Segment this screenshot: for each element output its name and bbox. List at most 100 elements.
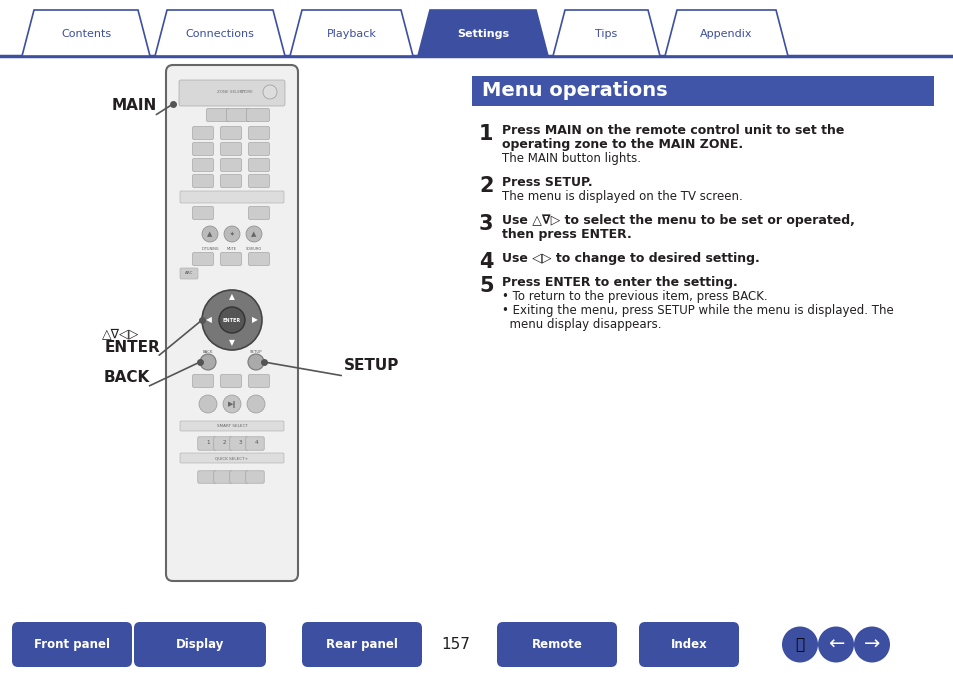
Text: Display: Display xyxy=(175,638,224,651)
FancyBboxPatch shape xyxy=(248,127,269,139)
Circle shape xyxy=(202,226,218,242)
FancyBboxPatch shape xyxy=(197,437,216,450)
FancyBboxPatch shape xyxy=(220,374,241,388)
FancyBboxPatch shape xyxy=(246,471,264,483)
Text: Press ENTER to enter the setting.: Press ENTER to enter the setting. xyxy=(501,276,737,289)
FancyBboxPatch shape xyxy=(220,143,241,155)
FancyBboxPatch shape xyxy=(213,437,232,450)
Polygon shape xyxy=(417,10,547,56)
FancyBboxPatch shape xyxy=(246,437,264,450)
FancyBboxPatch shape xyxy=(206,108,230,122)
FancyBboxPatch shape xyxy=(193,374,213,388)
Text: ZONE SELECT: ZONE SELECT xyxy=(216,90,245,94)
Text: ARC: ARC xyxy=(185,271,193,275)
Text: Press SETUP.: Press SETUP. xyxy=(501,176,592,189)
Text: 4: 4 xyxy=(478,252,493,272)
Text: The MAIN button lights.: The MAIN button lights. xyxy=(501,152,640,165)
Text: Use △∇▷ to select the menu to be set or operated,: Use △∇▷ to select the menu to be set or … xyxy=(501,214,854,227)
Text: SMART SELECT: SMART SELECT xyxy=(216,424,247,428)
Text: then press ENTER.: then press ENTER. xyxy=(501,228,631,241)
FancyBboxPatch shape xyxy=(193,174,213,188)
Text: 3: 3 xyxy=(238,441,241,446)
Circle shape xyxy=(248,354,264,370)
Text: MAIN: MAIN xyxy=(112,98,157,113)
Circle shape xyxy=(817,627,853,662)
Circle shape xyxy=(199,395,216,413)
Text: Front panel: Front panel xyxy=(34,638,110,651)
Circle shape xyxy=(219,307,245,333)
Text: menu display disappears.: menu display disappears. xyxy=(501,318,660,331)
FancyBboxPatch shape xyxy=(220,127,241,139)
Text: • Exiting the menu, press SETUP while the menu is displayed. The: • Exiting the menu, press SETUP while th… xyxy=(501,304,893,317)
Circle shape xyxy=(781,627,817,662)
Text: Connections: Connections xyxy=(186,29,254,39)
FancyBboxPatch shape xyxy=(193,159,213,172)
Text: Press MAIN on the remote control unit to set the: Press MAIN on the remote control unit to… xyxy=(501,124,843,137)
Text: 🏠: 🏠 xyxy=(795,637,803,652)
Text: 2: 2 xyxy=(222,441,226,446)
FancyBboxPatch shape xyxy=(180,421,284,431)
FancyBboxPatch shape xyxy=(179,80,285,106)
FancyBboxPatch shape xyxy=(220,174,241,188)
Text: ▼: ▼ xyxy=(229,339,234,347)
FancyBboxPatch shape xyxy=(226,108,250,122)
Polygon shape xyxy=(22,10,150,56)
FancyBboxPatch shape xyxy=(166,65,297,581)
Text: • To return to the previous item, press BACK.: • To return to the previous item, press … xyxy=(501,290,767,303)
Text: MUTE: MUTE xyxy=(227,247,236,251)
Text: BACK: BACK xyxy=(203,350,213,354)
Text: ENTER: ENTER xyxy=(223,318,241,322)
Text: Remote: Remote xyxy=(531,638,582,651)
FancyBboxPatch shape xyxy=(133,622,266,667)
Text: ▶‖: ▶‖ xyxy=(228,400,236,407)
FancyBboxPatch shape xyxy=(197,471,216,483)
Circle shape xyxy=(247,395,265,413)
FancyBboxPatch shape xyxy=(230,437,248,450)
FancyBboxPatch shape xyxy=(193,207,213,219)
FancyBboxPatch shape xyxy=(220,252,241,266)
Polygon shape xyxy=(664,10,787,56)
FancyBboxPatch shape xyxy=(180,191,284,203)
Text: 1: 1 xyxy=(478,124,493,144)
Text: 3: 3 xyxy=(478,214,493,234)
Text: QUICK SELECT+: QUICK SELECT+ xyxy=(215,456,249,460)
Text: ▲: ▲ xyxy=(207,231,213,237)
Text: Use ◁▷ to change to desired setting.: Use ◁▷ to change to desired setting. xyxy=(501,252,759,265)
FancyBboxPatch shape xyxy=(248,143,269,155)
FancyBboxPatch shape xyxy=(12,622,132,667)
Text: Playback: Playback xyxy=(326,29,376,39)
FancyBboxPatch shape xyxy=(180,268,198,279)
Text: →: → xyxy=(862,635,880,654)
Text: ▲: ▲ xyxy=(229,293,234,302)
Text: Menu operations: Menu operations xyxy=(481,81,667,100)
Text: Appendix: Appendix xyxy=(700,29,752,39)
Circle shape xyxy=(202,290,262,350)
Text: BACK: BACK xyxy=(104,370,150,385)
Text: SETUP: SETUP xyxy=(344,358,399,373)
FancyBboxPatch shape xyxy=(248,174,269,188)
FancyBboxPatch shape xyxy=(248,207,269,219)
Text: ←: ← xyxy=(827,635,843,654)
FancyBboxPatch shape xyxy=(193,127,213,139)
Text: 4: 4 xyxy=(254,441,257,446)
Text: SD/EURO: SD/EURO xyxy=(246,247,262,251)
Text: ▶: ▶ xyxy=(252,316,257,324)
Circle shape xyxy=(224,226,240,242)
Text: ENTER: ENTER xyxy=(105,340,161,355)
FancyBboxPatch shape xyxy=(248,159,269,172)
FancyBboxPatch shape xyxy=(220,159,241,172)
Polygon shape xyxy=(553,10,659,56)
FancyBboxPatch shape xyxy=(302,622,421,667)
Text: 1: 1 xyxy=(206,441,210,446)
FancyBboxPatch shape xyxy=(213,471,232,483)
FancyBboxPatch shape xyxy=(248,252,269,266)
Text: Contents: Contents xyxy=(61,29,111,39)
Text: ◀: ◀ xyxy=(206,316,212,324)
Text: SETUP: SETUP xyxy=(250,350,262,354)
Text: operating zone to the MAIN ZONE.: operating zone to the MAIN ZONE. xyxy=(501,138,742,151)
Circle shape xyxy=(200,354,215,370)
Polygon shape xyxy=(154,10,285,56)
Text: △∇◁▷: △∇◁▷ xyxy=(102,327,139,340)
Circle shape xyxy=(223,395,241,413)
Circle shape xyxy=(853,627,889,662)
